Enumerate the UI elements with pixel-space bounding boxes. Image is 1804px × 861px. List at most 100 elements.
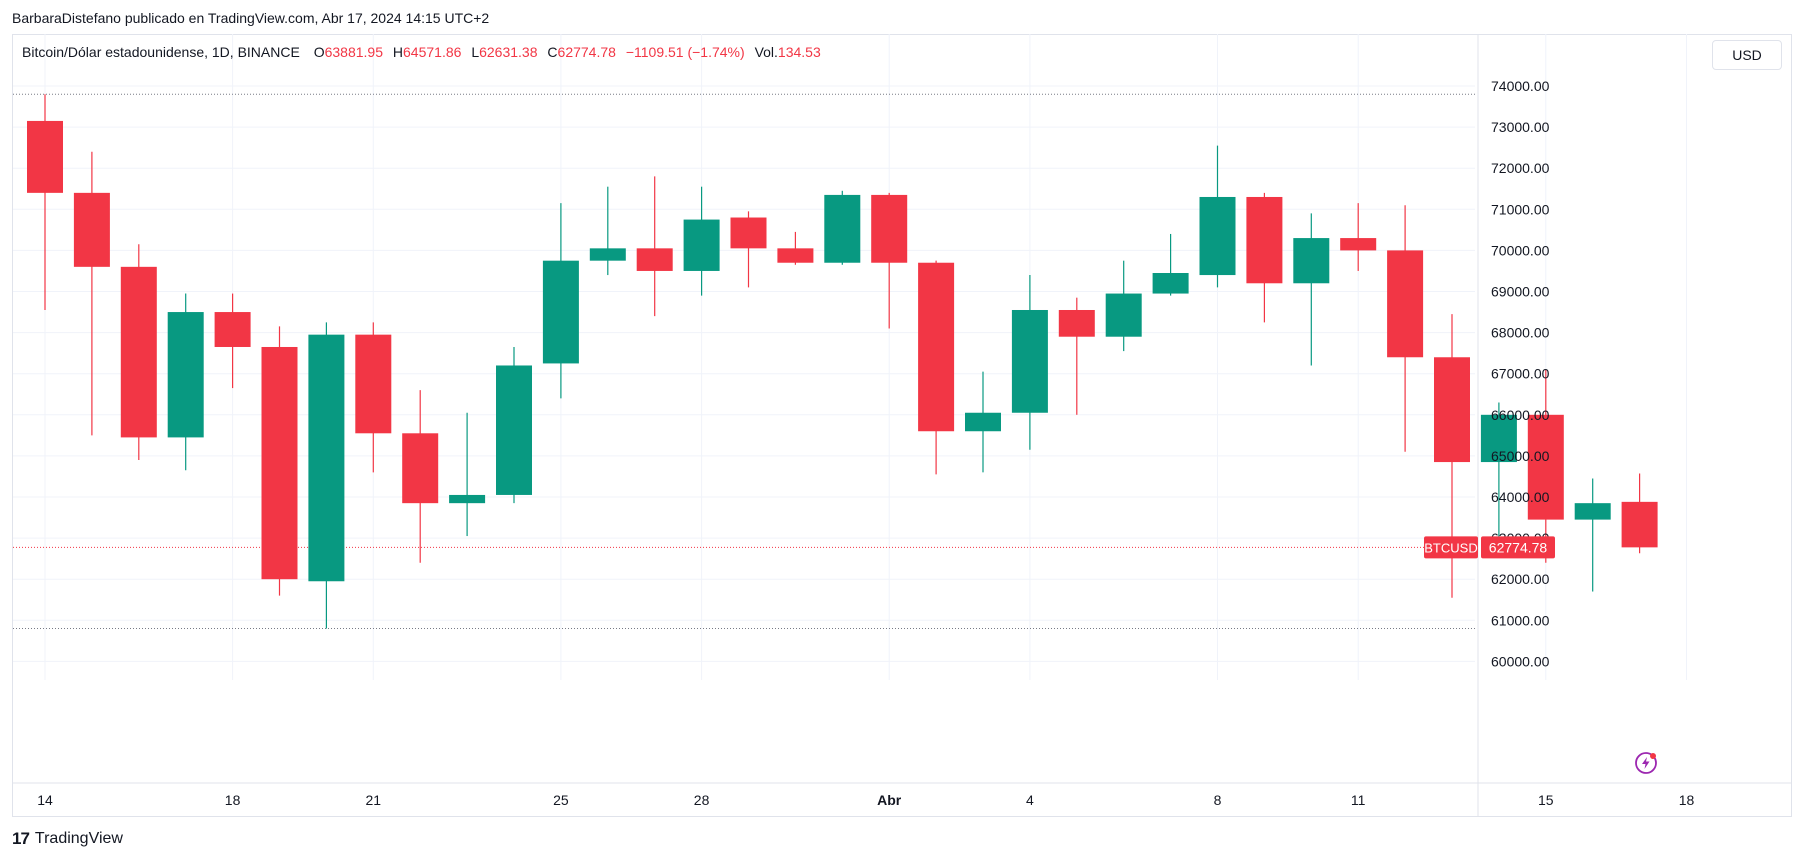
volume-label: Vol. xyxy=(754,44,778,60)
flash-alert-icon[interactable] xyxy=(1634,751,1658,775)
symbol-name[interactable]: Bitcoin/Dólar estadounidense, 1D, BINANC… xyxy=(22,44,300,60)
candle[interactable] xyxy=(1340,203,1377,271)
candle-body xyxy=(777,248,814,263)
candle[interactable] xyxy=(1621,473,1658,554)
reference-lines xyxy=(13,93,1475,630)
candle[interactable] xyxy=(730,211,767,288)
candle[interactable] xyxy=(824,190,861,265)
candle-body xyxy=(636,248,673,271)
candle[interactable] xyxy=(965,371,1001,473)
chart-frame xyxy=(12,34,1792,817)
candle[interactable] xyxy=(1152,233,1189,296)
candle-body xyxy=(496,365,532,495)
price-tag-group: BTCUSD 62774.78 xyxy=(1424,536,1555,559)
candle[interactable] xyxy=(355,322,392,473)
candle-body xyxy=(1105,293,1142,337)
candle[interactable] xyxy=(1434,314,1470,598)
x-tick-label: 25 xyxy=(553,792,569,808)
candle-body xyxy=(73,192,110,267)
tradingview-footer[interactable]: 17 TradingView xyxy=(12,829,123,849)
candle-body xyxy=(965,412,1001,432)
currency-button[interactable]: USD xyxy=(1712,40,1782,70)
y-tick-label: 60000.00 xyxy=(1491,653,1550,669)
low-value: 62631.38 xyxy=(479,44,538,60)
candle[interactable] xyxy=(1011,275,1048,450)
x-tick-label: 28 xyxy=(694,792,710,808)
candle[interactable] xyxy=(1480,402,1517,553)
change-value: −1109.51 (−1.74%) xyxy=(625,44,745,60)
low-label: L xyxy=(471,44,480,60)
candle-body xyxy=(355,334,392,434)
candle-body xyxy=(1527,414,1564,520)
x-tick-label: 14 xyxy=(37,792,53,808)
symbol-legend: Bitcoin/Dólar estadounidense, 1D, BINANC… xyxy=(22,44,827,60)
ticker-tag-label: BTCUSD xyxy=(1424,540,1477,555)
candles xyxy=(27,94,1658,629)
candle[interactable] xyxy=(1105,260,1142,352)
candle[interactable] xyxy=(73,151,110,436)
brand-name: TradingView xyxy=(34,830,123,847)
candle-body xyxy=(449,494,486,504)
candle[interactable] xyxy=(167,293,204,471)
candle[interactable] xyxy=(27,94,63,310)
candle[interactable] xyxy=(589,186,626,276)
y-tick-label: 61000.00 xyxy=(1491,612,1550,628)
y-tick-label: 70000.00 xyxy=(1491,242,1550,258)
candle[interactable] xyxy=(1527,369,1564,563)
y-tick-label: 74000.00 xyxy=(1491,78,1550,94)
high-value: 64571.86 xyxy=(403,44,462,60)
open-label: O xyxy=(313,44,325,60)
candle[interactable] xyxy=(1293,213,1330,366)
candle[interactable] xyxy=(308,322,345,629)
y-tick-label: 73000.00 xyxy=(1491,119,1550,135)
candle[interactable] xyxy=(120,244,157,461)
publish-caption: BarbaraDistefano publicado en TradingVie… xyxy=(12,10,490,26)
candle-body xyxy=(730,217,767,249)
candle[interactable] xyxy=(683,186,720,296)
candle[interactable] xyxy=(402,390,439,563)
close-label: C xyxy=(547,44,558,60)
candle[interactable] xyxy=(1246,192,1283,323)
candle[interactable] xyxy=(1574,478,1611,592)
price-tag xyxy=(1481,536,1555,559)
candle[interactable] xyxy=(777,231,814,265)
x-tick-label: 8 xyxy=(1214,792,1222,808)
candle-body xyxy=(1293,238,1330,284)
candle[interactable] xyxy=(636,176,673,317)
candle-body xyxy=(1340,238,1377,251)
candle-body xyxy=(1621,501,1658,548)
x-tick-label: 4 xyxy=(1026,792,1034,808)
time-axis: 14 18 21 25 28 Abr 4 8 11 15 18 xyxy=(37,792,1694,808)
candle-body xyxy=(167,312,204,438)
candle-body xyxy=(120,266,157,438)
y-tick-label: 67000.00 xyxy=(1491,366,1550,382)
candle-body xyxy=(261,346,298,580)
candle-body xyxy=(402,433,439,504)
candle[interactable] xyxy=(1199,145,1236,288)
candle-body xyxy=(1058,309,1095,337)
volume-value: 134.53 xyxy=(777,44,821,60)
x-tick-label: 18 xyxy=(225,792,241,808)
candle-body xyxy=(214,312,251,347)
candle-body xyxy=(1152,273,1189,294)
candle[interactable] xyxy=(542,203,579,399)
candle[interactable] xyxy=(1387,205,1424,452)
y-tick-label: 69000.00 xyxy=(1491,284,1550,300)
candle[interactable] xyxy=(918,260,955,475)
candle-body xyxy=(542,260,579,364)
candle[interactable] xyxy=(1058,297,1095,415)
candle[interactable] xyxy=(871,192,908,329)
candle[interactable] xyxy=(214,293,251,389)
candle[interactable] xyxy=(261,326,298,596)
candle[interactable] xyxy=(496,346,532,504)
candle-body xyxy=(1246,196,1283,284)
candle-body xyxy=(27,120,63,193)
ticker-tag xyxy=(1424,536,1478,559)
candle-body xyxy=(1434,357,1470,463)
x-tick-label: 11 xyxy=(1351,792,1366,808)
y-tick-label: 68000.00 xyxy=(1491,325,1550,341)
candle-body xyxy=(308,334,345,582)
candle[interactable] xyxy=(449,412,486,537)
x-tick-label: 18 xyxy=(1679,792,1695,808)
